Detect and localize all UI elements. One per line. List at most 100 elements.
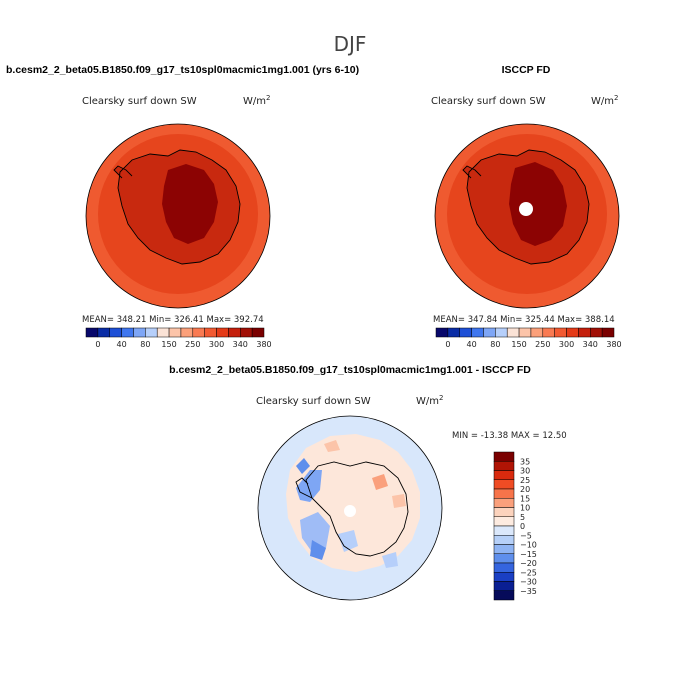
panel-obs-colorbar-swatch (459, 327, 472, 338)
panel-obs-colorbar-tick-label: 0 (445, 340, 450, 349)
panel-diff-colorbar-tick-label: −20 (520, 559, 537, 568)
panel-model-colorbar-swatch (97, 327, 110, 338)
panel-model-colorbar-tick-label: 150 (161, 340, 176, 349)
panel-model-colorbar-swatch (133, 327, 146, 338)
panel-model-heading: b.cesm2_2_beta05.B1850.f09_g17_ts10spl0m… (6, 64, 359, 76)
panel-obs-colorbar-swatch (566, 327, 579, 338)
panel-obs-colorbar-swatch (483, 327, 496, 338)
panel-model-colorbar-swatch (121, 327, 134, 338)
panel-obs-colorbar-tick-label: 40 (467, 340, 477, 349)
panel-obs-colorbar-swatch (447, 327, 460, 338)
panel-diff-colorbar-tick-label: 5 (520, 513, 525, 522)
panel-diff-colorbar-swatch (493, 525, 515, 536)
panel-obs-colorbar-swatch (542, 327, 555, 338)
panel-model-colorbar-swatch (192, 327, 205, 338)
panel-model-stats: MEAN= 348.21 Min= 326.41 Max= 392.74 (82, 315, 264, 325)
panel-model: b.cesm2_2_beta05.B1850.f09_g17_ts10spl0m… (6, 64, 359, 349)
panel-diff-colorbar-tick-label: 35 (520, 457, 530, 466)
panel-diff-colorbar-swatch (493, 590, 515, 601)
panel-model-colorbar-swatch (228, 327, 241, 338)
panel-model-variable-label: Clearsky surf down SW (82, 96, 197, 107)
panel-obs-colorbar-swatch (578, 327, 591, 338)
panel-diff-colorbar-tick-label: 0 (520, 522, 525, 531)
panel-diff-colorbar-tick-label: 20 (520, 485, 530, 494)
panel-diff-heading: b.cesm2_2_beta05.B1850.f09_g17_ts10spl0m… (169, 364, 531, 376)
panel-diff: b.cesm2_2_beta05.B1850.f09_g17_ts10spl0m… (169, 364, 567, 601)
panel-diff-colorbar-tick-label: −10 (520, 541, 537, 550)
panel-obs-stats: MEAN= 347.84 Min= 325.44 Max= 388.14 (433, 315, 615, 325)
panel-model-colorbar-tick-label: 0 (95, 340, 100, 349)
panel-diff-colorbar-swatch (493, 581, 515, 591)
panel-diff-colorbar-swatch (493, 470, 515, 480)
panel-obs-colorbar-tick-label: 150 (511, 340, 526, 349)
panel-model-colorbar-swatch (145, 327, 158, 338)
panel-obs-heading: ISCCP FD (502, 64, 551, 76)
panel-obs-colorbar-swatch (601, 327, 615, 338)
panel-model-colorbar-swatch (85, 327, 99, 338)
panel-diff-colorbar-swatch (493, 572, 515, 582)
panel-diff-colorbar-tick-label: −25 (520, 568, 537, 577)
panel-diff-units-label: W/m2 (416, 394, 443, 407)
panel-obs-colorbar-swatch (554, 327, 567, 338)
panel-obs-colorbar-swatch (471, 327, 484, 338)
panel-obs-colorbar-swatch (530, 327, 544, 338)
panel-model-colorbar-tick-label: 380 (256, 340, 271, 349)
panel-diff-colorbar-tick-label: 15 (520, 494, 530, 503)
page-title: DJF (334, 32, 367, 56)
panel-obs-colorbar-swatch (435, 327, 449, 338)
panel-diff-stats: MIN = -13.38 MAX = 12.50 (452, 431, 567, 441)
panel-obs-colorbar-swatch (518, 327, 532, 338)
panel-obs-polar-map (434, 123, 620, 309)
panel-obs-colorbar-swatch (590, 327, 603, 338)
panel-model-units-label: W/m2 (243, 94, 270, 107)
panel-model-colorbar-swatch (204, 327, 217, 338)
panel-model-colorbar: 0 40 80 150 250 300 340 380 (85, 327, 272, 349)
panel-diff-variable-label: Clearsky surf down SW (256, 396, 371, 407)
panel-diff-colorbar-tick-label: −5 (520, 531, 532, 540)
panel-obs-colorbar: 0 40 80 150 250 300 340 380 (435, 327, 622, 349)
panel-obs-units-label: W/m2 (591, 94, 618, 107)
panel-model-colorbar-swatch (216, 327, 229, 338)
panel-diff-colorbar-swatch (493, 544, 515, 554)
panel-diff-colorbar-swatch (493, 553, 515, 564)
panel-model-colorbar-tick-label: 80 (140, 340, 150, 349)
panel-obs-colorbar-tick-label: 380 (606, 340, 621, 349)
panel-diff-colorbar-tick-label: 25 (520, 476, 530, 485)
panel-diff-colorbar-swatch (493, 461, 515, 471)
panel-model-colorbar-swatch (251, 327, 265, 338)
panel-diff-colorbar-swatch (493, 562, 515, 573)
panel-obs-colorbar-swatch (506, 327, 520, 338)
panel-diff-colorbar-swatch (493, 535, 515, 545)
panel-diff-colorbar-tick-label: −15 (520, 550, 537, 559)
panel-obs-colorbar-tick-label: 250 (535, 340, 550, 349)
panel-model-polar-map (85, 123, 271, 309)
panel-model-colorbar-tick-label: 250 (185, 340, 200, 349)
panel-model-colorbar-swatch (156, 327, 170, 338)
panel-diff-colorbar-swatch (493, 479, 515, 490)
panel-model-colorbar-swatch (109, 327, 122, 338)
panel-model-colorbar-tick-label: 340 (233, 340, 248, 349)
panel-obs-colorbar-tick-label: 80 (490, 340, 500, 349)
panel-diff-colorbar-tick-label: 30 (520, 467, 530, 476)
panel-obs: ISCCP FD Clearsky surf down SW W/m2 MEAN… (431, 64, 622, 349)
panel-diff-polar-map (257, 415, 443, 601)
panel-model-colorbar-swatch (168, 327, 182, 338)
panel-model-colorbar-tick-label: 40 (117, 340, 127, 349)
panel-obs-colorbar-tick-label: 340 (583, 340, 598, 349)
panel-model-colorbar-swatch (240, 327, 253, 338)
panel-diff-colorbar-swatch (493, 498, 515, 508)
panel-diff-colorbar-tick-label: −35 (520, 587, 537, 596)
panel-diff-colorbar-swatch (493, 507, 515, 517)
panel-diff-colorbar-swatch (493, 516, 515, 527)
panel-obs-colorbar-swatch (495, 327, 508, 338)
panel-diff-colorbar-tick-label: −30 (520, 578, 537, 587)
panel-diff-colorbar-swatch (493, 451, 515, 462)
panel-obs-colorbar-tick-label: 300 (559, 340, 574, 349)
panel-obs-variable-label: Clearsky surf down SW (431, 96, 546, 107)
panel-model-colorbar-swatch (180, 327, 194, 338)
panel-diff-colorbar-swatch (493, 488, 515, 499)
panel-model-colorbar-tick-label: 300 (209, 340, 224, 349)
panel-diff-colorbar-tick-label: 10 (520, 504, 530, 513)
